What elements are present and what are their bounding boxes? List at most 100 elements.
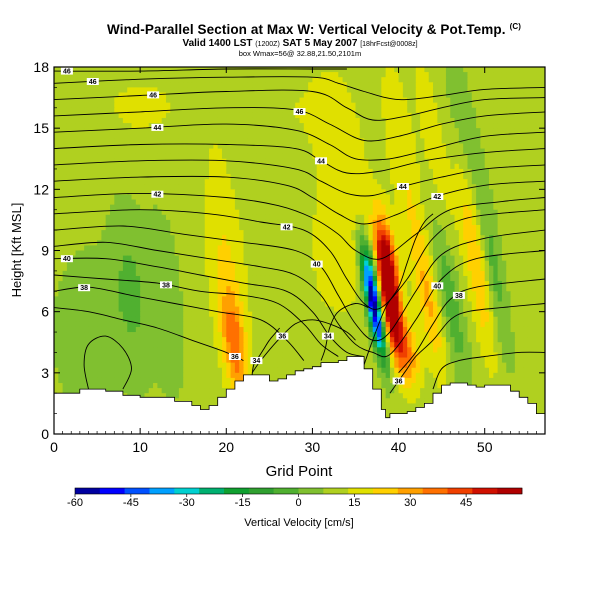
w-cell — [247, 133, 253, 139]
w-cell — [437, 174, 443, 180]
w-cell — [226, 168, 232, 175]
w-cell — [303, 265, 309, 272]
w-cell — [157, 158, 163, 165]
w-cell — [144, 250, 150, 257]
w-cell — [377, 148, 382, 155]
w-cell — [428, 112, 434, 119]
w-cell — [325, 72, 331, 78]
w-cell — [398, 235, 404, 241]
w-cell — [471, 72, 477, 78]
w-cell — [351, 72, 357, 78]
w-cell — [527, 265, 533, 272]
w-cell — [260, 117, 266, 124]
w-cell — [333, 143, 339, 150]
w-cell — [437, 204, 443, 211]
w-cell — [148, 102, 154, 109]
w-cell — [200, 240, 206, 247]
w-cell — [308, 270, 314, 277]
w-cell — [510, 270, 516, 277]
w-cell — [389, 286, 395, 292]
w-cell — [191, 133, 197, 139]
w-cell — [269, 72, 275, 78]
w-cell — [277, 168, 283, 175]
w-cell — [424, 235, 430, 241]
w-cell — [260, 67, 266, 73]
w-cell — [101, 158, 107, 165]
w-cell — [325, 168, 331, 175]
w-cell — [135, 204, 141, 211]
w-cell — [364, 240, 370, 247]
w-cell — [523, 240, 529, 247]
w-cell — [389, 117, 395, 124]
w-cell — [493, 97, 499, 104]
w-cell — [161, 219, 167, 226]
w-cell — [148, 286, 154, 292]
w-cell — [385, 138, 391, 145]
w-cell — [394, 72, 400, 78]
w-cell — [428, 255, 434, 262]
w-cell — [372, 102, 378, 109]
w-cell — [127, 133, 133, 139]
w-cell — [377, 153, 382, 160]
w-cell — [385, 286, 391, 292]
w-cell — [75, 199, 81, 206]
w-cell — [127, 194, 133, 201]
w-cell — [501, 77, 507, 83]
w-cell — [303, 102, 309, 109]
w-cell — [454, 92, 460, 99]
w-cell — [54, 245, 59, 252]
w-cell — [79, 117, 85, 124]
w-cell — [183, 179, 189, 185]
w-cell — [540, 230, 545, 236]
w-cell — [58, 225, 64, 231]
w-cell — [122, 225, 128, 231]
w-cell — [325, 112, 331, 119]
w-cell — [273, 214, 279, 221]
w-cell — [506, 82, 512, 88]
w-cell — [213, 138, 219, 145]
w-cell — [118, 214, 124, 221]
w-cell — [424, 219, 430, 226]
w-cell — [243, 184, 249, 190]
w-cell — [402, 230, 408, 236]
w-cell — [187, 92, 193, 99]
w-cell — [303, 199, 309, 206]
w-cell — [381, 199, 387, 206]
w-cell — [260, 179, 266, 185]
w-cell — [368, 184, 374, 190]
w-cell — [342, 174, 348, 180]
w-cell — [84, 275, 90, 282]
w-cell — [157, 270, 163, 277]
w-cell — [510, 117, 516, 124]
w-cell — [420, 209, 426, 216]
w-cell — [122, 270, 128, 277]
w-cell — [260, 194, 266, 201]
w-cell — [484, 107, 490, 114]
w-cell — [536, 250, 542, 257]
w-cell — [377, 87, 382, 94]
w-cell — [75, 92, 81, 99]
w-cell — [174, 184, 180, 190]
w-cell — [333, 225, 339, 231]
w-cell — [523, 250, 529, 257]
w-cell — [338, 102, 344, 109]
w-cell — [161, 102, 167, 109]
w-cell — [109, 67, 115, 73]
w-cell — [441, 219, 447, 226]
w-cell — [183, 214, 189, 221]
w-cell — [493, 214, 499, 221]
w-cell — [122, 117, 128, 124]
w-cell — [239, 112, 245, 119]
w-cell — [157, 128, 163, 134]
w-cell — [286, 270, 292, 277]
w-cell — [295, 235, 301, 241]
w-cell — [454, 281, 460, 287]
w-cell — [131, 214, 137, 221]
w-cell — [196, 72, 202, 78]
w-cell — [144, 230, 150, 236]
w-cell — [114, 112, 120, 119]
w-cell — [109, 225, 115, 231]
w-cell — [497, 240, 503, 247]
w-cell — [377, 281, 382, 287]
w-cell — [204, 184, 210, 190]
